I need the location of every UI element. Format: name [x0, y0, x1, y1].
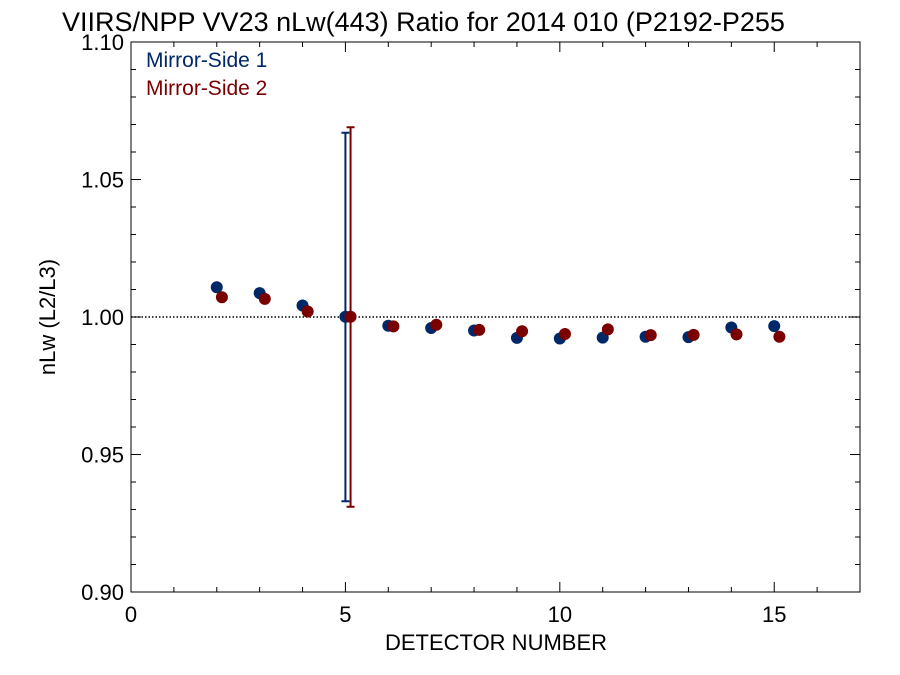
- data-point-series-1: [768, 320, 781, 333]
- data-point-series-2: [558, 328, 571, 341]
- data-point-series-2: [730, 328, 743, 341]
- data-point-series-2: [258, 292, 271, 305]
- x-tick-label: 5: [339, 602, 351, 627]
- data-point-series-2: [301, 305, 314, 318]
- data-point-series-2: [430, 318, 443, 331]
- y-tick-label: 0.95: [81, 443, 124, 468]
- data-point-series-1: [210, 281, 223, 294]
- axis-ticks: 0 5 10 15 0.90 0.95 1.00 1.05 1.10: [81, 30, 861, 627]
- data-point-series-2: [473, 323, 486, 336]
- y-tick-label: 0.90: [81, 580, 124, 605]
- y-tick-label: 1.00: [81, 305, 124, 330]
- data-point-series-2: [516, 325, 529, 338]
- y-axis-label: nLw (L2/L3): [35, 259, 60, 375]
- legend-entry-mirror-side-2: Mirror-Side 2: [146, 77, 267, 100]
- x-tick-label: 15: [762, 602, 786, 627]
- data-point-series-2: [344, 310, 357, 323]
- legend-entry-mirror-side-1: Mirror-Side 1: [146, 49, 267, 72]
- x-axis-label: DETECTOR NUMBER: [385, 630, 607, 655]
- data-point-series-2: [387, 320, 400, 333]
- data-point-series-2: [215, 291, 228, 304]
- chart-title: VIIRS/NPP VV23 nLw(443) Ratio for 2014 0…: [62, 7, 785, 37]
- legend: Mirror-Side 1 Mirror-Side 2: [146, 49, 267, 100]
- data-points: [210, 281, 786, 345]
- y-tick-label: 1.05: [81, 168, 124, 193]
- y-tick-label: 1.10: [81, 30, 124, 55]
- data-point-series-2: [687, 328, 700, 341]
- data-point-series-2: [601, 323, 614, 336]
- x-tick-label: 10: [548, 602, 572, 627]
- x-tick-label: 0: [125, 602, 137, 627]
- data-point-series-2: [644, 329, 657, 342]
- data-point-series-2: [773, 330, 786, 343]
